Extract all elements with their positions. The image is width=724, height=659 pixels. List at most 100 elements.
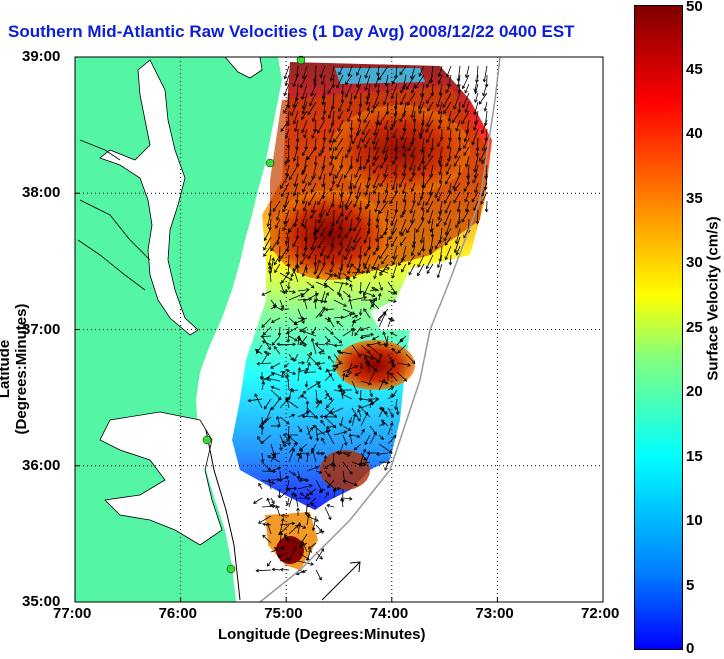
- velocity-arrow: [287, 137, 290, 149]
- velocity-arrow: [438, 119, 443, 129]
- velocity-arrow: [293, 200, 299, 212]
- velocity-arrow: [315, 569, 322, 581]
- velocity-arrow: [344, 191, 353, 208]
- velocity-arrow: [411, 101, 416, 118]
- velocity-arrow: [342, 373, 345, 382]
- velocity-arrow: [322, 92, 326, 105]
- velocity-arrow: [412, 164, 416, 176]
- velocity-arrow: [310, 83, 317, 96]
- velocity-arrow: [363, 452, 371, 466]
- velocity-arrow: [288, 92, 290, 109]
- velocity-arrow: [369, 389, 373, 397]
- velocity-arrow: [347, 110, 353, 122]
- velocity-arrow: [358, 101, 362, 116]
- velocity-arrow: [279, 558, 291, 562]
- velocity-arrow: [350, 92, 353, 105]
- velocity-arrow: [318, 209, 326, 224]
- velocity-arrow: [333, 128, 344, 143]
- velocity-arrow: [445, 155, 452, 167]
- velocity-arrow: [344, 245, 353, 260]
- velocity-arrow: [438, 65, 443, 77]
- velocity-arrow: [423, 146, 425, 164]
- velocity-arrow: [439, 173, 443, 184]
- velocity-arrow: [386, 236, 389, 247]
- velocity-arrow: [323, 83, 326, 100]
- velocity-arrow: [439, 164, 443, 175]
- colorbar-tick-label: 20: [686, 383, 703, 400]
- velocity-arrow: [303, 298, 308, 310]
- velocity-arrow: [301, 209, 308, 227]
- velocity-arrow: [293, 353, 299, 362]
- velocity-arrow: [276, 416, 281, 427]
- velocity-arrow: [472, 173, 479, 183]
- velocity-arrow: [333, 316, 344, 319]
- velocity-arrow: [297, 308, 305, 324]
- velocity-arrow: [396, 362, 411, 366]
- velocity-arrow: [378, 443, 393, 454]
- velocity-arrow: [383, 164, 389, 178]
- velocity-arrow: [333, 431, 347, 436]
- velocity-arrow: [387, 281, 397, 295]
- velocity-arrow: [342, 479, 358, 486]
- velocity-arrow: [273, 305, 281, 310]
- velocity-arrow: [340, 236, 344, 246]
- velocity-arrow: [351, 296, 367, 301]
- velocity-arrow: [421, 200, 425, 211]
- velocity-arrow: [378, 379, 385, 391]
- velocity-arrow: [308, 191, 317, 206]
- velocity-arrow: [261, 461, 271, 471]
- velocity-arrow: [277, 343, 290, 346]
- velocity-arrow: [320, 416, 335, 418]
- velocity-arrow: [399, 65, 407, 75]
- velocity-arrow: [305, 380, 308, 388]
- velocity-arrow: [417, 254, 425, 268]
- velocity-arrow: [280, 245, 290, 259]
- velocity-arrow: [379, 200, 389, 214]
- velocity-arrow: [454, 236, 461, 253]
- velocity-arrow: [278, 488, 281, 498]
- velocity-arrow: [267, 498, 272, 508]
- velocity-arrow: [261, 381, 265, 391]
- velocity-arrow: [278, 245, 281, 262]
- velocity-arrow: [386, 83, 389, 94]
- velocity-arrow: [372, 335, 380, 340]
- velocity-arrow: [365, 65, 371, 79]
- velocity-arrow: [369, 368, 377, 382]
- velocity-arrow: [273, 346, 281, 355]
- velocity-arrow: [387, 359, 395, 364]
- velocity-arrow: [363, 263, 371, 274]
- velocity-arrow: [443, 209, 452, 226]
- velocity-arrow: [384, 461, 389, 471]
- velocity-arrow: [399, 218, 407, 235]
- velocity-arrow: [261, 434, 272, 444]
- velocity-arrow: [341, 200, 344, 217]
- velocity-arrow: [331, 254, 335, 265]
- velocity-arrow: [288, 146, 290, 163]
- velocity-arrow: [302, 191, 308, 204]
- velocity-arrow: [392, 254, 398, 266]
- velocity-arrow: [447, 119, 452, 130]
- velocity-arrow: [431, 227, 434, 238]
- velocity-arrow: [301, 83, 308, 100]
- velocity-arrow: [324, 335, 331, 343]
- velocity-arrow: [270, 236, 281, 252]
- velocity-arrow: [355, 371, 362, 376]
- velocity-arrow: [385, 209, 389, 222]
- velocity-arrow: [277, 227, 281, 245]
- velocity-arrow: [254, 393, 263, 409]
- velocity-arrow: [282, 200, 290, 212]
- velocity-arrow: [426, 254, 434, 269]
- velocity-arrow: [297, 338, 308, 346]
- velocity-arrow: [423, 155, 434, 170]
- velocity-arrow: [315, 479, 323, 492]
- velocity-arrow: [267, 209, 272, 227]
- velocity-arrow: [351, 344, 362, 358]
- velocity-arrow: [372, 155, 380, 166]
- velocity-arrow: [325, 343, 335, 346]
- velocity-arrow: [449, 182, 452, 194]
- velocity-arrow: [284, 191, 290, 208]
- velocity-arrow: [289, 164, 299, 180]
- velocity-arrow: [473, 119, 479, 131]
- velocity-arrow: [288, 448, 295, 463]
